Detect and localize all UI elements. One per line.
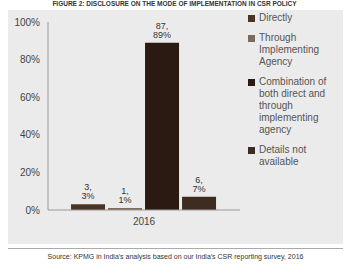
svg-text:20%: 20%	[20, 167, 40, 178]
svg-text:80%: 80%	[20, 54, 40, 65]
html-text:FIGURE 2: DISCLOSURE ON THE MO: FIGURE 2: DISCLOSURE ON THE MODE OF IMPL…	[52, 0, 297, 7]
svg-text:60%: 60%	[20, 92, 40, 103]
svg-text:1,1%: 1,1%	[119, 186, 132, 205]
html-text:Source: KPMG in India's analys: Source: KPMG in India's analysis based o…	[47, 253, 304, 260]
svg-text:0%: 0%	[26, 205, 41, 216]
html-text:Through Implementing Agency: Through Implementing Agency	[259, 32, 319, 67]
svg-text:100%: 100%	[14, 17, 40, 28]
svg-text:87,89%: 87,89%	[153, 21, 171, 40]
svg-text:40%: 40%	[20, 129, 40, 140]
html-text:Combination of both direct and: Combination of both direct and through i…	[259, 76, 327, 135]
svg-text:3,3%: 3,3%	[82, 182, 95, 201]
html-text:Details not available: Details not available	[259, 144, 307, 167]
svg-text:6,7%: 6,7%	[193, 175, 206, 194]
svg-text:2016: 2016	[133, 216, 156, 227]
html-text:Directly: Directly	[259, 12, 293, 23]
